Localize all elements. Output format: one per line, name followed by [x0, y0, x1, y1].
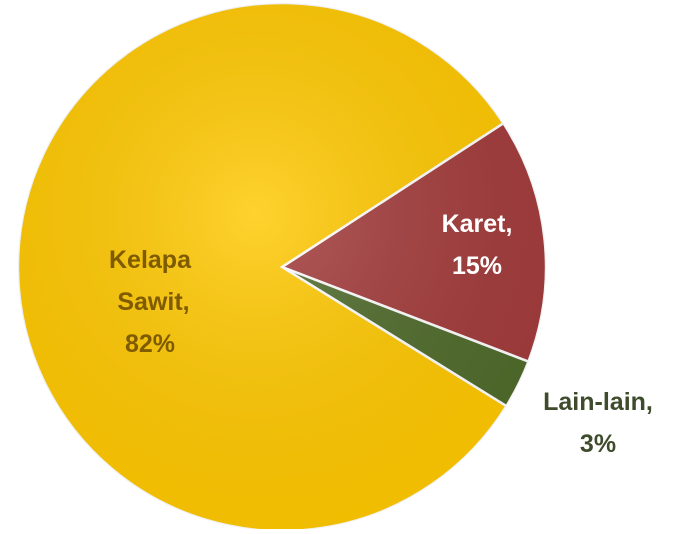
category-label: Kelapa Sawit, [109, 246, 192, 316]
category-label: Lain-lain, [543, 388, 653, 416]
data-label: Kelapa Sawit, 82% [109, 246, 192, 358]
value-label: 3% [580, 430, 616, 458]
value-label: 82% [125, 330, 175, 358]
data-label: Karet, 15% [442, 210, 513, 280]
category-label: Karet, [442, 210, 513, 238]
data-label: Lain-lain, 3% [543, 388, 653, 458]
value-label: 15% [452, 252, 502, 280]
